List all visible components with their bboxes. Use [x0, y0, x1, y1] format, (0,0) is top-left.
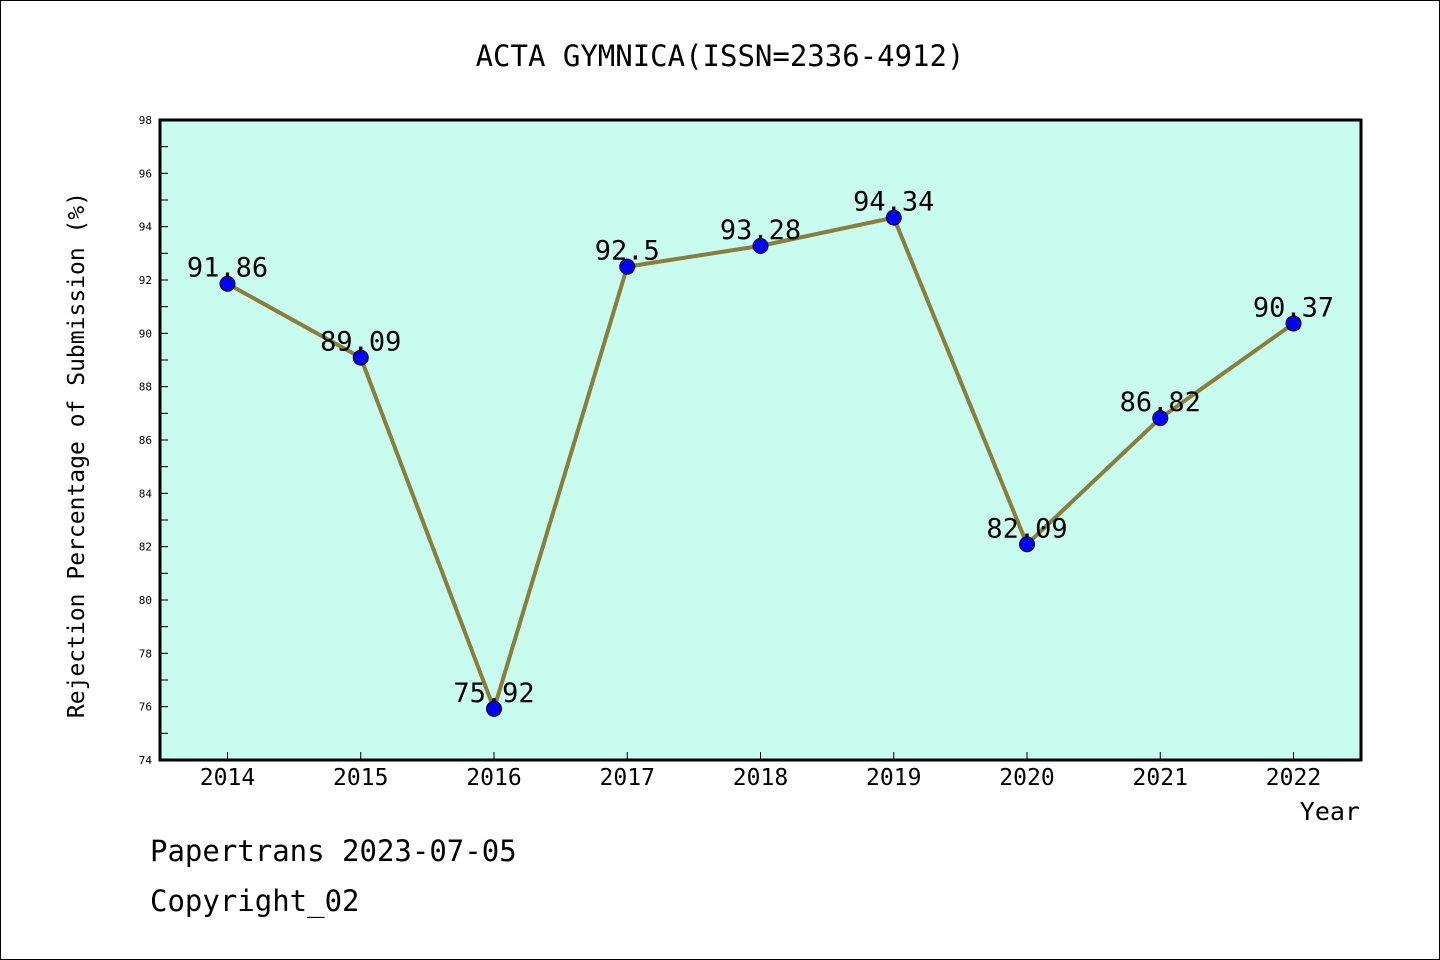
data-label: 94.34: [853, 187, 934, 218]
data-label: 82.09: [986, 513, 1067, 544]
data-point: [1152, 410, 1169, 427]
data-point: [752, 237, 769, 254]
y-tick-label: 90: [139, 327, 152, 340]
x-tick-label: 2022: [1266, 765, 1321, 791]
data-point: [1285, 315, 1302, 332]
chart-title: ACTA GYMNICA(ISSN=2336-4912): [476, 39, 965, 73]
data-label: 93.28: [720, 215, 801, 246]
x-axis-label: Year: [1300, 797, 1360, 826]
y-tick-label: 98: [139, 114, 152, 127]
y-tick-label: 78: [139, 647, 152, 660]
plot-area: [158, 118, 1363, 762]
data-point: [219, 275, 236, 292]
data-label: 89.09: [320, 327, 401, 358]
y-axis: 74 76 78 80 82 84 86 88 90 92 94 96 98: [139, 114, 168, 767]
data-label: 91.86: [187, 253, 268, 284]
y-tick-label: 96: [139, 167, 152, 180]
y-tick-label: 92: [139, 274, 152, 287]
y-tick-label: 86: [139, 434, 152, 447]
x-axis: 2014 2015 2016 2017 2018 2019 2020 2021 2022: [200, 752, 1321, 791]
footer-copyright: Copyright_02: [150, 884, 360, 918]
data-point: [885, 209, 902, 226]
data-label: 86.82: [1120, 387, 1201, 418]
data-point: [486, 700, 502, 717]
x-tick-label: 2019: [866, 765, 921, 791]
data-labels: 91.86 89.09 75.92 92.5 93.28 94.34 82.09 86.82 9…: [187, 187, 1334, 709]
y-tick-label: 76: [139, 701, 152, 714]
x-tick-label: 2020: [999, 765, 1054, 791]
x-tick-label: 2021: [1133, 765, 1188, 791]
y-tick-label: 80: [139, 594, 152, 607]
data-label: 75.92: [453, 678, 534, 709]
x-tick-label: 2016: [466, 765, 521, 791]
x-tick-label: 2018: [733, 765, 788, 791]
data-point: [619, 258, 636, 275]
data-label: 92.5: [595, 236, 660, 267]
x-tick-label: 2014: [200, 765, 255, 791]
data-point: [1019, 536, 1035, 553]
y-tick-label: 94: [139, 221, 153, 234]
y-tick-label: 84: [139, 487, 153, 500]
data-label: 90.37: [1253, 292, 1334, 323]
y-tick-label: 74: [139, 754, 153, 767]
y-tick-label: 88: [139, 381, 152, 394]
data-point: [352, 349, 369, 366]
y-axis-label: Rejection Percentage of Submission (%): [64, 192, 90, 718]
footer-date: Papertrans 2023-07-05: [150, 834, 517, 868]
x-tick-label: 2015: [333, 765, 388, 791]
y-tick-label: 82: [139, 541, 152, 554]
series-markers: [219, 209, 1302, 717]
x-tick-label: 2017: [600, 765, 655, 791]
